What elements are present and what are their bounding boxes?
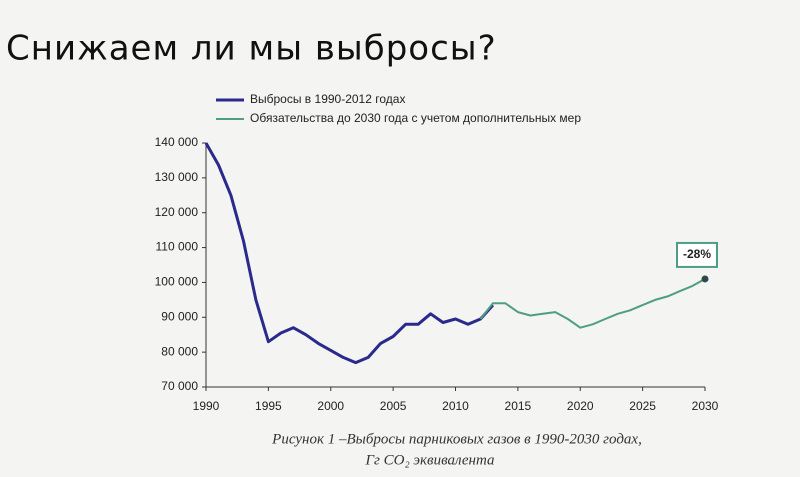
y-tick-label: 100 000 xyxy=(155,275,199,289)
x-tick-label: 1990 xyxy=(193,399,220,413)
caption-line: Рисунок 1 –Выбросы парниковых газов в 19… xyxy=(271,431,642,447)
annotation-box xyxy=(676,241,718,268)
y-tick-label: 130 000 xyxy=(155,170,199,184)
series-line xyxy=(479,278,706,329)
y-tick-label: 80 000 xyxy=(161,344,198,358)
y-tick-label: 120 000 xyxy=(155,205,199,219)
y-tick-label: 140 000 xyxy=(155,135,199,149)
x-tick-label: 2005 xyxy=(380,399,407,413)
legend-label: Выбросы в 1990-2012 годах xyxy=(250,92,405,106)
y-tick-label: 90 000 xyxy=(161,309,198,323)
x-tick-label: 2025 xyxy=(629,399,656,413)
legend-label: Обязательства до 2030 года с учетом допо… xyxy=(250,111,581,125)
x-tick-label: 2020 xyxy=(567,399,594,413)
x-tick-label: 2000 xyxy=(317,399,344,413)
slide-title: Снижаем ли мы выбросы? xyxy=(6,29,497,69)
y-tick-label: 110 000 xyxy=(156,240,199,254)
x-tick-label: 2015 xyxy=(505,399,532,413)
annotation: -28% xyxy=(683,247,711,261)
end-point xyxy=(701,275,709,283)
caption-line: Гг CO₂ эквивалента xyxy=(364,452,494,468)
x-tick-label: 2030 xyxy=(692,399,719,413)
y-tick-label: 70 000 xyxy=(161,379,198,393)
x-tick-label: 2010 xyxy=(442,399,469,413)
series-line xyxy=(204,142,495,365)
x-tick-label: 1995 xyxy=(255,399,282,413)
